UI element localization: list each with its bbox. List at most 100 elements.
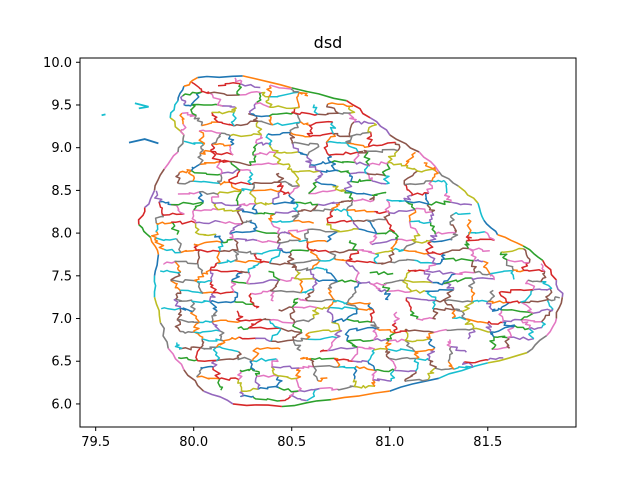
region-boundary bbox=[237, 203, 257, 207]
region-boundary bbox=[444, 289, 454, 301]
region-boundary bbox=[231, 106, 237, 113]
region-boundary bbox=[210, 299, 235, 304]
region-boundary bbox=[468, 247, 477, 261]
region-boundary bbox=[355, 365, 375, 372]
region-boundary bbox=[269, 318, 295, 324]
region-boundary bbox=[193, 115, 204, 126]
region-boundary bbox=[313, 364, 338, 368]
region-boundary bbox=[211, 201, 238, 207]
region-boundary bbox=[269, 105, 300, 110]
region-boundary bbox=[295, 367, 302, 379]
region-boundary bbox=[317, 377, 328, 382]
region-boundary bbox=[191, 103, 223, 107]
region-boundary bbox=[210, 150, 222, 163]
y-tick-label: 8.5 bbox=[51, 184, 72, 199]
region-boundary bbox=[477, 202, 485, 221]
region-boundary bbox=[438, 171, 459, 187]
region-boundary bbox=[352, 378, 358, 388]
region-boundary bbox=[346, 142, 370, 149]
region-boundary bbox=[240, 394, 254, 398]
region-boundary bbox=[471, 299, 488, 303]
region-boundary bbox=[297, 209, 313, 213]
region-boundary bbox=[251, 162, 280, 166]
region-boundary bbox=[329, 306, 359, 310]
region-boundary bbox=[150, 230, 159, 241]
region-boundary bbox=[367, 122, 378, 133]
region-boundary bbox=[291, 211, 300, 222]
region-boundary bbox=[501, 247, 524, 253]
region-boundary bbox=[310, 132, 334, 138]
region-boundary bbox=[154, 213, 164, 224]
region-boundary bbox=[191, 209, 197, 223]
region-boundary bbox=[311, 208, 335, 212]
region-boundary bbox=[473, 259, 484, 263]
region-boundary bbox=[346, 142, 359, 153]
region-boundary bbox=[153, 296, 162, 323]
region-boundary bbox=[162, 261, 176, 265]
region-boundary bbox=[344, 329, 350, 341]
region-boundary bbox=[190, 169, 221, 176]
region-boundary bbox=[333, 208, 347, 213]
region-boundary bbox=[278, 162, 291, 167]
region-boundary bbox=[196, 359, 217, 363]
region-boundary bbox=[154, 190, 163, 203]
region-boundary bbox=[403, 170, 418, 185]
region-boundary bbox=[417, 168, 436, 173]
region-boundary bbox=[306, 241, 310, 250]
region-boundary bbox=[289, 249, 310, 253]
region-boundary bbox=[308, 189, 336, 195]
region-boundary bbox=[331, 160, 356, 164]
region-boundary bbox=[180, 95, 187, 105]
region-boundary bbox=[409, 289, 426, 294]
region-boundary bbox=[355, 270, 360, 283]
region-boundary bbox=[404, 200, 416, 210]
region-boundary bbox=[256, 374, 279, 378]
region-boundary bbox=[366, 148, 398, 153]
region-boundary bbox=[177, 134, 185, 153]
region-boundary bbox=[170, 271, 182, 281]
region-boundary bbox=[349, 326, 377, 332]
region-boundary bbox=[489, 273, 495, 281]
region-boundary bbox=[333, 357, 354, 362]
region-boundary bbox=[291, 170, 320, 173]
region-boundary bbox=[541, 260, 557, 281]
region-boundary bbox=[238, 336, 257, 340]
region-boundary bbox=[290, 131, 311, 138]
region-boundary bbox=[158, 201, 164, 214]
region-boundary bbox=[256, 346, 281, 350]
region-boundary bbox=[199, 161, 220, 166]
region-boundary bbox=[309, 120, 333, 127]
region-boundary bbox=[278, 306, 293, 312]
region-boundary bbox=[512, 269, 525, 273]
region-boundary bbox=[466, 218, 472, 235]
region-boundary bbox=[326, 103, 339, 114]
region-boundary bbox=[256, 92, 262, 103]
region-boundary bbox=[211, 132, 222, 145]
region-boundary bbox=[312, 266, 327, 271]
region-boundary bbox=[409, 220, 431, 225]
region-boundary bbox=[305, 155, 313, 166]
region-boundary bbox=[237, 356, 253, 362]
region-boundary bbox=[242, 75, 292, 89]
region-boundary bbox=[528, 327, 535, 340]
region-boundary bbox=[316, 306, 330, 310]
region-boundary bbox=[352, 198, 375, 203]
plot-area bbox=[101, 75, 564, 408]
region-boundary bbox=[289, 185, 301, 195]
region-boundary bbox=[376, 327, 396, 334]
region-boundary bbox=[212, 346, 221, 362]
region-boundary bbox=[196, 280, 204, 294]
region-boundary bbox=[295, 201, 319, 206]
region-boundary bbox=[211, 142, 232, 147]
region-boundary bbox=[366, 219, 378, 235]
region-boundary bbox=[507, 326, 515, 339]
region-boundary bbox=[200, 346, 217, 350]
region-boundary bbox=[154, 238, 165, 250]
region-boundary bbox=[353, 359, 369, 363]
region-boundary bbox=[179, 168, 192, 174]
region-boundary bbox=[327, 337, 338, 352]
region-boundary bbox=[229, 144, 234, 156]
region-boundary bbox=[522, 245, 544, 262]
region-boundary bbox=[315, 278, 338, 283]
region-boundary bbox=[440, 252, 446, 260]
